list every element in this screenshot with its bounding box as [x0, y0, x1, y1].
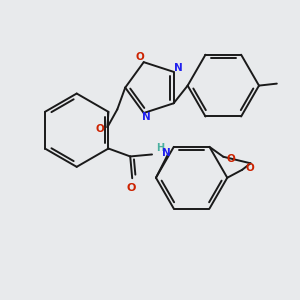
- Text: N: N: [174, 63, 183, 73]
- Text: O: O: [95, 124, 104, 134]
- Text: O: O: [127, 183, 136, 193]
- Text: N: N: [161, 148, 170, 158]
- Text: O: O: [135, 52, 144, 62]
- Text: O: O: [227, 154, 236, 164]
- Text: H: H: [156, 142, 164, 152]
- Text: N: N: [142, 112, 151, 122]
- Text: O: O: [246, 163, 254, 173]
